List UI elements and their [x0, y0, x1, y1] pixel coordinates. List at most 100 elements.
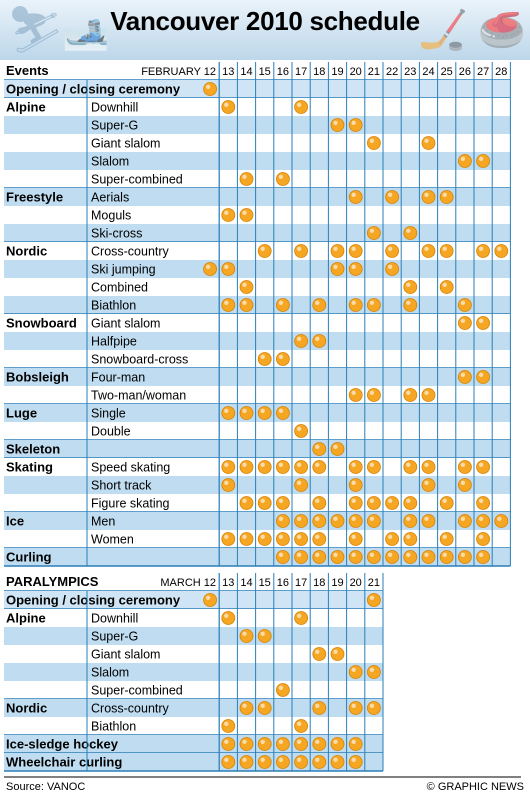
- day-label: 21: [368, 577, 380, 589]
- event-dot: [403, 460, 418, 474]
- event-dot: [239, 406, 254, 420]
- event-label: Speed skating: [91, 461, 170, 475]
- dot-highlight: [424, 390, 429, 395]
- dot-highlight: [369, 516, 375, 521]
- dot-highlight: [278, 498, 284, 503]
- row-band: [4, 242, 511, 260]
- dot-highlight: [278, 552, 284, 557]
- dot-highlight: [351, 703, 356, 708]
- row-label: Curling: [6, 550, 52, 565]
- event-dot: [257, 352, 272, 366]
- dot-highlight: [242, 703, 247, 708]
- dot-highlight: [369, 138, 375, 143]
- event-dot: [421, 244, 436, 258]
- dot-highlight: [296, 721, 302, 726]
- dot-highlight: [224, 210, 229, 215]
- dot-highlight: [242, 631, 247, 636]
- event-dot: [330, 550, 345, 564]
- dot-highlight: [351, 498, 356, 503]
- event-label: Short track: [91, 479, 152, 493]
- dot-highlight: [351, 192, 356, 197]
- event-dot: [348, 298, 363, 312]
- event-dot: [403, 496, 418, 510]
- event-dot: [257, 755, 272, 769]
- event-dot: [439, 496, 454, 510]
- event-label: Four-man: [91, 371, 145, 385]
- event-label: Halfpipe: [91, 335, 137, 349]
- event-dot: [366, 298, 381, 312]
- row-band: [4, 735, 383, 753]
- dot-highlight: [460, 516, 466, 521]
- dot-highlight: [351, 667, 356, 672]
- event-dot: [294, 334, 309, 348]
- event-dot: [457, 478, 472, 492]
- event-dot: [476, 460, 491, 474]
- event-dot: [348, 244, 363, 258]
- event-dot: [348, 118, 363, 132]
- event-dot: [203, 82, 218, 96]
- event-dot: [348, 190, 363, 204]
- event-dot: [366, 226, 381, 240]
- day-label: 17: [295, 66, 307, 78]
- day-label: 17: [295, 577, 307, 589]
- row-band: [4, 404, 511, 422]
- event-dot: [294, 755, 309, 769]
- day-label: 19: [331, 577, 343, 589]
- event-dot: [221, 478, 236, 492]
- dot-highlight: [369, 462, 375, 467]
- event-dot: [330, 514, 345, 528]
- event-dot: [457, 514, 472, 528]
- group-label: Snowboard: [6, 316, 77, 331]
- row-band: [4, 80, 511, 98]
- event-label: Men: [91, 515, 115, 529]
- event-label: Super-G: [91, 630, 138, 644]
- event-label: Two-man/woman: [91, 389, 186, 403]
- event-dot: [348, 460, 363, 474]
- event-label: Single: [91, 407, 126, 421]
- event-dot: [439, 550, 454, 564]
- dot-highlight: [315, 498, 320, 503]
- dot-highlight: [224, 102, 229, 108]
- event-label: Ski jumping: [91, 263, 156, 277]
- group-label: Nordic: [6, 701, 47, 716]
- dot-highlight: [424, 246, 429, 251]
- dot-highlight: [242, 757, 247, 762]
- event-dot: [275, 496, 290, 510]
- section-title: PARALYMPICS: [6, 574, 99, 589]
- dot-highlight: [242, 534, 247, 539]
- dot-highlight: [296, 246, 302, 251]
- event-dot: [221, 611, 236, 625]
- event-dot: [221, 755, 236, 769]
- dot-highlight: [333, 264, 338, 269]
- dot-highlight: [315, 462, 320, 467]
- curling-icon: 🥌: [478, 8, 526, 52]
- event-dot: [221, 532, 236, 546]
- dot-highlight: [478, 318, 484, 323]
- event-dot: [312, 701, 327, 715]
- event-dot: [221, 737, 236, 751]
- dot-highlight: [406, 300, 411, 305]
- dot-highlight: [478, 156, 484, 161]
- dot-highlight: [424, 516, 429, 521]
- event-dot: [294, 737, 309, 751]
- event-dot: [476, 154, 491, 168]
- event-dot: [312, 755, 327, 769]
- day-label: 14: [240, 66, 252, 78]
- dot-highlight: [315, 552, 320, 557]
- event-dot: [221, 262, 236, 276]
- dot-highlight: [478, 534, 484, 539]
- event-dot: [348, 550, 363, 564]
- event-dot: [457, 154, 472, 168]
- dot-highlight: [460, 480, 466, 485]
- event-dot: [257, 244, 272, 258]
- row-band: [4, 332, 511, 350]
- dot-highlight: [205, 595, 211, 600]
- dot-highlight: [478, 498, 484, 503]
- row-band: [4, 134, 511, 152]
- row-label: Skeleton: [6, 442, 60, 457]
- dot-highlight: [369, 498, 375, 503]
- event-dot: [385, 532, 400, 546]
- event-label: Double: [91, 425, 131, 439]
- event-dot: [494, 514, 509, 528]
- row-band: [4, 206, 511, 224]
